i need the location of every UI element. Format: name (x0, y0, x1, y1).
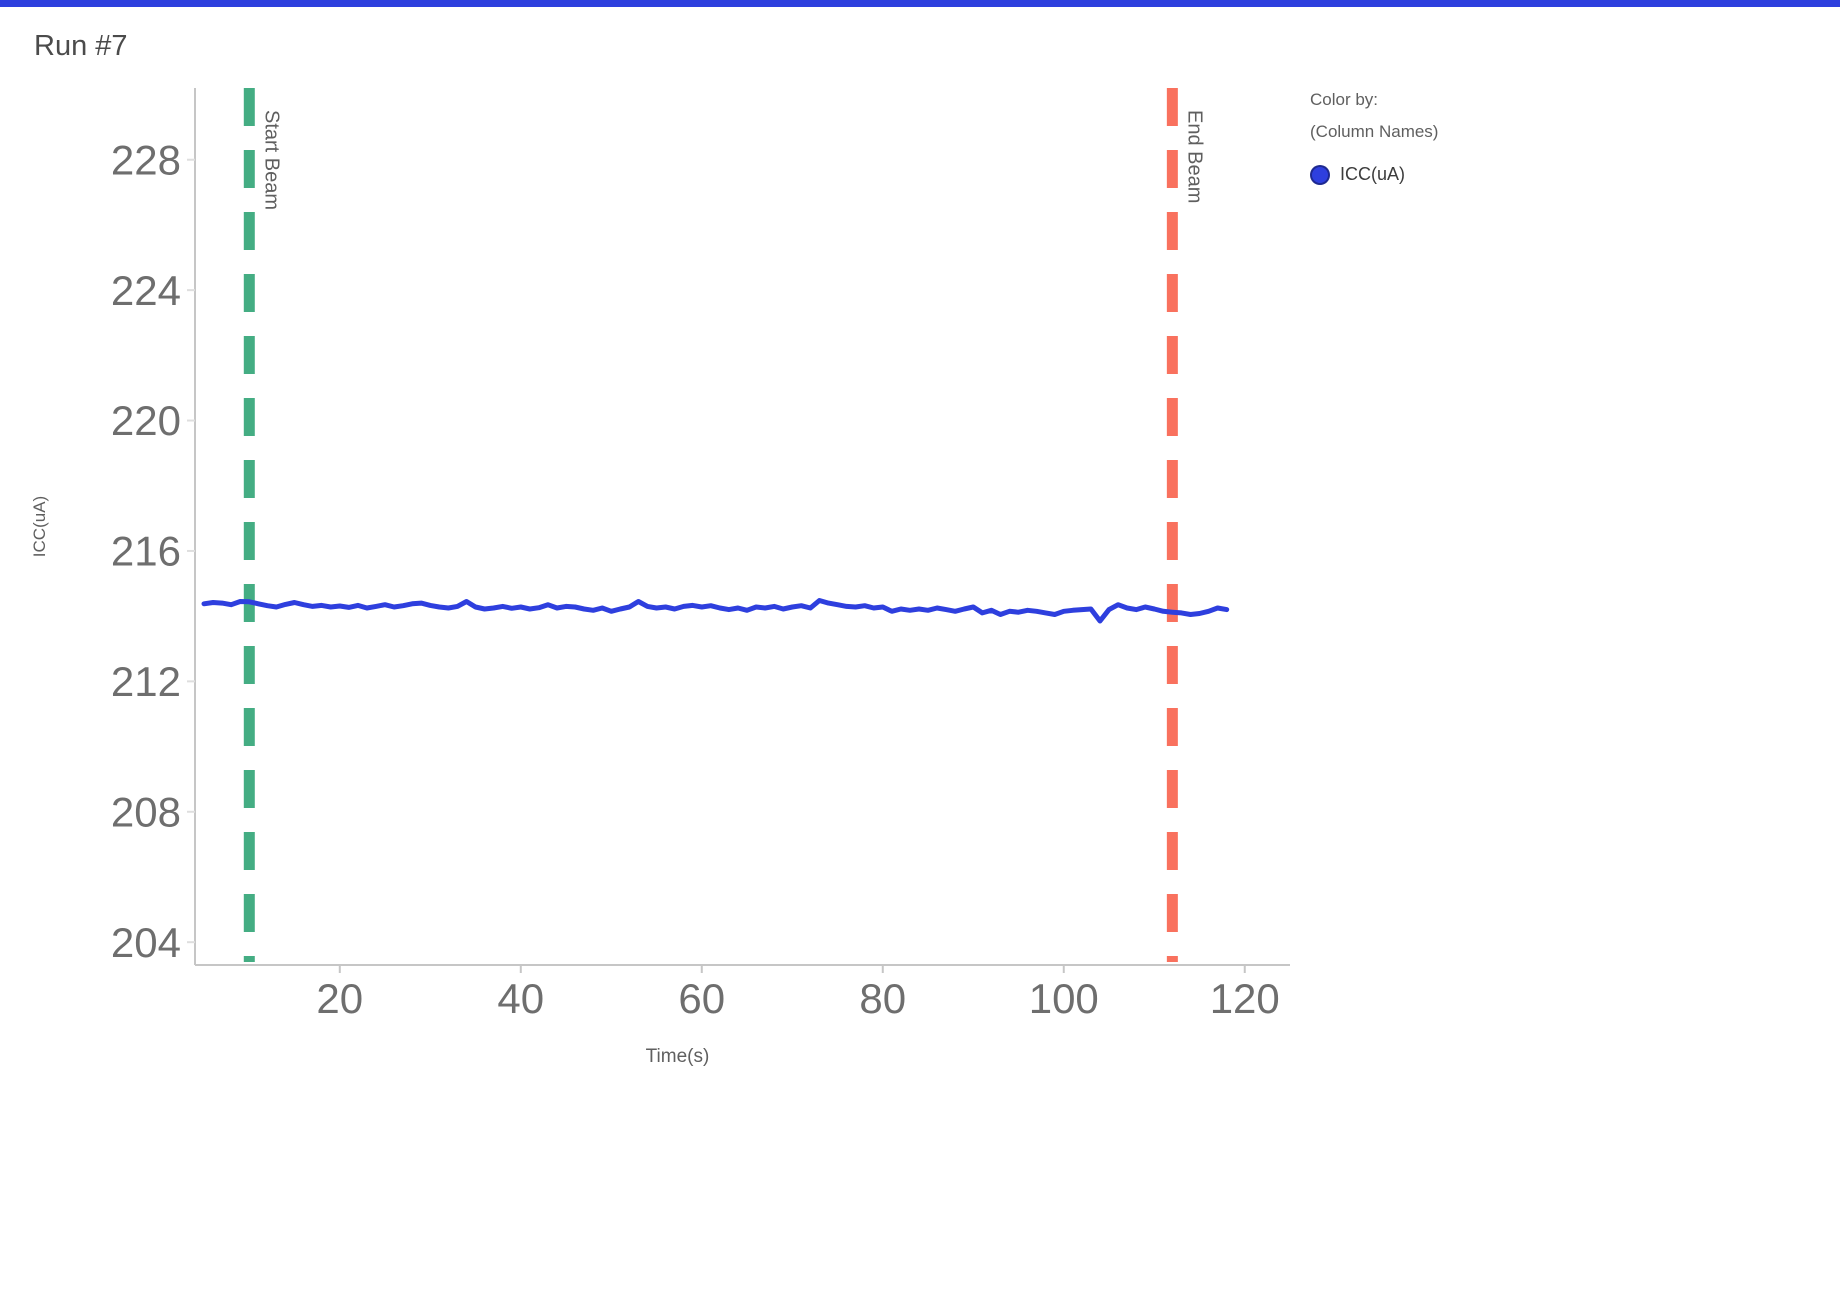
y-tick-label: 216 (111, 528, 181, 575)
x-tick-label: 100 (1029, 975, 1099, 1022)
x-tick-label: 20 (316, 975, 363, 1022)
x-tick-label: 80 (859, 975, 906, 1022)
x-tick-label: 120 (1210, 975, 1280, 1022)
legend-column-names-selector[interactable]: (Column Names) (1310, 122, 1439, 141)
legend-item-label: ICC(uA) (1340, 164, 1406, 184)
top-accent-bar (0, 0, 1840, 7)
legend: Color by: (Column Names) ICC(uA) (1310, 90, 1570, 185)
legend-item[interactable]: ICC(uA) (1310, 164, 1570, 185)
page-title: Run #7 (34, 30, 128, 62)
start-beam-label: Start Beam (260, 110, 282, 210)
y-tick-label: 224 (111, 267, 181, 314)
y-tick-label: 208 (111, 788, 181, 835)
y-tick-label: 220 (111, 397, 181, 444)
legend-swatch-icon (1310, 164, 1330, 185)
y-tick-label: 228 (111, 136, 181, 183)
x-axis-title: Time(s) (646, 1046, 710, 1067)
y-axis-title: ICC(uA) (30, 496, 49, 557)
y-tick-label: 204 (111, 919, 181, 966)
series-line[interactable] (201, 598, 1230, 624)
legend-color-by-label: Color by: (1310, 90, 1379, 109)
end-beam-label: End Beam (1183, 110, 1205, 203)
y-tick-label: 212 (111, 658, 181, 705)
x-tick-label: 40 (497, 975, 544, 1022)
x-tick-label: 60 (678, 975, 725, 1022)
